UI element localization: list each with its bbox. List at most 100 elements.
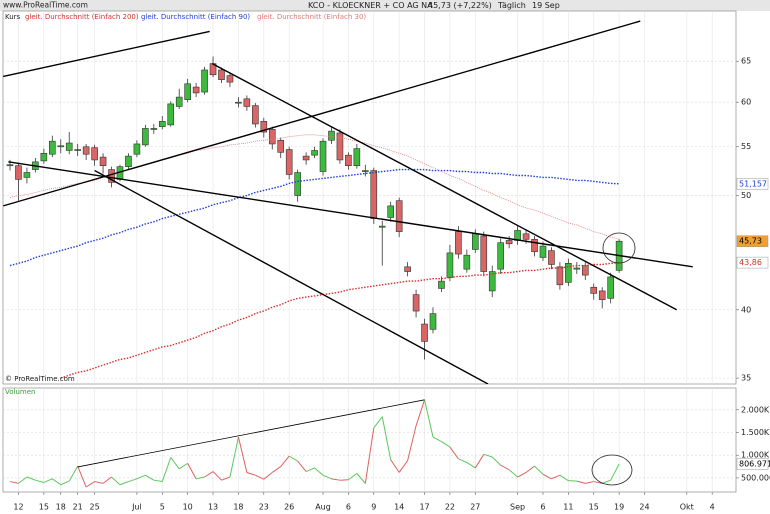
volume-segment [94, 481, 104, 484]
x-tick-label: Okt [680, 503, 694, 512]
candle-body [336, 132, 344, 161]
end-label: 806.971 [739, 459, 770, 468]
legend-entry: Kurs [5, 13, 21, 21]
volume-segment [542, 473, 552, 480]
volume-segment [153, 479, 163, 483]
candle-body [328, 130, 335, 141]
candle-body [522, 233, 530, 240]
volume-segment [356, 473, 366, 484]
candle-body [598, 290, 606, 300]
candle-body [573, 267, 581, 270]
candle-body [48, 140, 56, 155]
x-tick-label: 6 [540, 503, 545, 512]
volume-segment [77, 465, 87, 488]
candle-body [438, 280, 445, 289]
volume-segment [297, 460, 307, 472]
volume-segment [424, 399, 434, 438]
x-tick-label: 9 [371, 503, 376, 512]
volume-segment [145, 474, 155, 481]
volume-segment [280, 455, 290, 467]
volume-segment [52, 478, 62, 486]
candle-body [125, 155, 132, 167]
candle-body [294, 172, 301, 196]
volume-plot [3, 388, 736, 492]
trend-line [3, 20, 641, 207]
candle-body [218, 69, 225, 80]
candle-body [150, 128, 158, 130]
volume-segment [255, 474, 265, 480]
legend-entry: gleit. Durchschnitt (Einfach 200) [25, 13, 139, 21]
date: 19 Sep [532, 1, 560, 10]
volume-segment [60, 480, 70, 486]
highlight-circle [591, 454, 633, 486]
y-tick-label: 50 [741, 191, 751, 200]
price-panel [2, 10, 737, 385]
x-tick-label: 4 [710, 503, 715, 512]
trend-line [8, 161, 693, 268]
candle-body [446, 252, 454, 278]
volume-segment [331, 478, 341, 481]
candle-body [370, 170, 378, 219]
volume-segment [187, 463, 197, 480]
candle-body [15, 165, 22, 180]
x-tick-label: 26 [284, 503, 294, 512]
volume-segment [305, 467, 315, 473]
volume-segment [85, 481, 95, 488]
candle-body [65, 142, 73, 151]
candle-body [531, 239, 538, 253]
volume-segment [102, 476, 112, 484]
candle-body [497, 242, 504, 270]
volume-segment [449, 446, 459, 460]
volume-segment [517, 472, 527, 478]
volume-segment [500, 464, 510, 471]
trend-line [211, 62, 677, 311]
end-label-box [736, 458, 769, 470]
x-tick-label: 15 [589, 503, 599, 512]
candle-body [607, 276, 614, 299]
volume-segment [474, 454, 485, 469]
y-tick-label: 2.000K [741, 405, 770, 414]
volume-segment [525, 465, 535, 473]
volume-segment [119, 481, 129, 486]
price-plot [3, 11, 736, 384]
volume-segment [508, 469, 518, 478]
volume-segment [381, 416, 392, 460]
x-tick-label: 13 [208, 503, 218, 512]
x-tick-label: 15 [39, 503, 49, 512]
end-label-box [736, 235, 769, 247]
candle-body [395, 200, 403, 232]
volume-segment [441, 441, 451, 448]
legend-entry: gleit. Durchschnitt (Einfach 90) [141, 13, 250, 21]
volume-segment [593, 481, 603, 484]
volume-segment [364, 427, 375, 484]
candle-body [421, 323, 428, 342]
trend-line [3, 30, 210, 78]
candle-body [252, 105, 259, 125]
volume-segment [432, 436, 442, 443]
x-tick-label: Aug [315, 503, 331, 512]
volume-segment [271, 466, 282, 473]
volume-segment [551, 474, 561, 480]
candle-body [23, 172, 31, 178]
candle-body [471, 233, 479, 250]
volume-segment [43, 478, 53, 483]
candle-body [201, 69, 208, 93]
volume-segment [68, 465, 79, 482]
candle-body [404, 266, 411, 272]
candle-body [548, 250, 555, 265]
volume-segment [111, 476, 121, 486]
volume-segment [26, 476, 36, 481]
x-tick-label: 24 [639, 503, 649, 512]
moving-average [9, 134, 620, 240]
x-tick-label: 22 [445, 503, 455, 512]
x-tick-label: 10 [183, 503, 193, 512]
candle-body [192, 86, 200, 94]
candle-body [311, 150, 318, 156]
volume-segment [322, 474, 332, 480]
volume-segment [348, 472, 358, 481]
volume-segment [237, 436, 248, 473]
end-label: 51,157 [739, 179, 767, 188]
volume-segment [585, 481, 594, 484]
x-tick-label: 5 [160, 503, 165, 512]
moving-average [9, 168, 620, 267]
